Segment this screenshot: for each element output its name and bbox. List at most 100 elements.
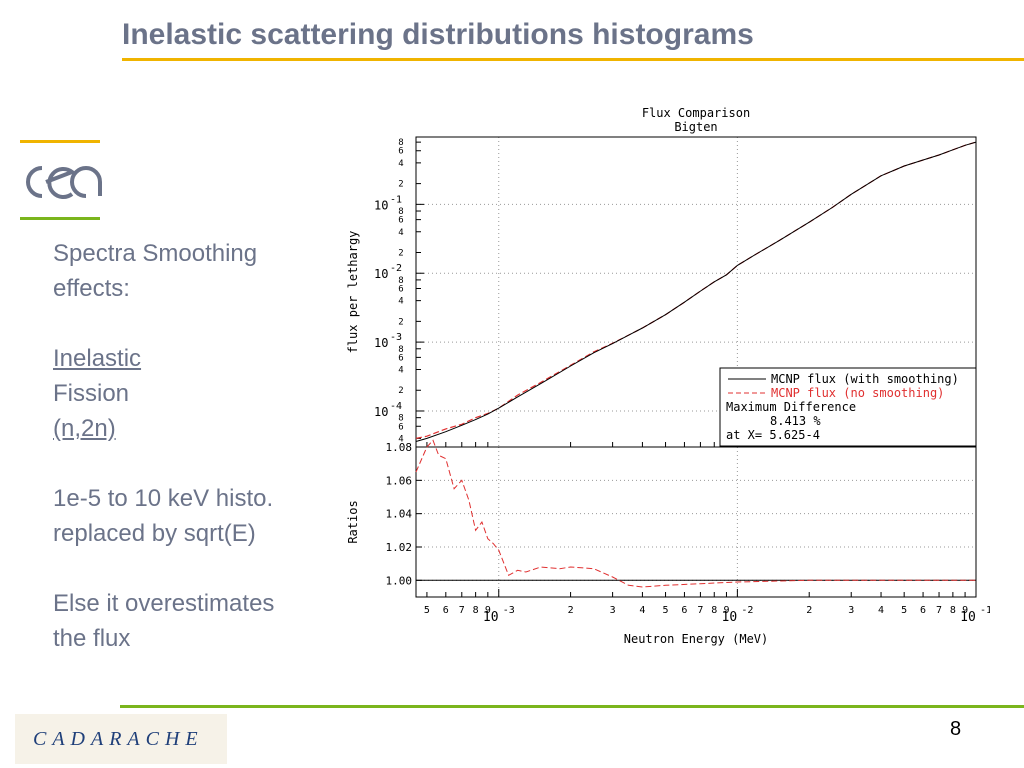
legend-note-title: Maximum Difference <box>726 400 856 414</box>
y-decade-label: 10 <box>374 405 388 419</box>
bullet-list: Spectra Smoothing effects: Inelastic Fis… <box>53 236 323 656</box>
y-minor-label: 4 <box>398 228 403 238</box>
x-tick-label: 3 <box>610 605 616 616</box>
bullet-text: Spectra Smoothing <box>53 240 258 267</box>
y-minor-label: 2 <box>398 386 403 396</box>
y-tick-label: 1.04 <box>386 508 413 521</box>
x-tick-label: 5 <box>424 605 430 616</box>
x-tick-label: 2 <box>806 605 812 616</box>
x-ticks: 5 6 7 8 9 2 3 4 5 6 7 8 9 2 3 4 5 6 7 8 910 -3 10 -2 10 -1 <box>424 442 990 625</box>
x-tick-label: 5 <box>901 605 907 616</box>
x-tick-label: 3 <box>848 605 854 616</box>
x-tick-label: 6 <box>443 605 449 616</box>
series-line-smooth <box>415 141 977 442</box>
x-tick-label: 9 <box>962 605 968 616</box>
bullet-link-n2n[interactable]: (n,2n) <box>53 415 116 442</box>
bottom-plot-frame <box>415 446 977 598</box>
bullet-link-inelastic[interactable]: Inelastic <box>53 345 142 372</box>
x-tick-label: 8 <box>950 605 956 616</box>
top-series <box>415 141 977 442</box>
x-decade-label: 10 <box>722 610 738 625</box>
bullet-text: Fission <box>53 380 130 407</box>
y-decade-exponent: -2 <box>390 263 402 274</box>
x-tick-label: 6 <box>920 605 926 616</box>
logo-bottom-bar <box>20 217 100 220</box>
x-tick-label: 8 <box>711 605 717 616</box>
y-decade-label: 10 <box>374 198 388 212</box>
y-minor-label: 8 <box>398 138 403 148</box>
top-plot-grid <box>416 137 977 447</box>
y-decade-exponent: -4 <box>390 401 402 412</box>
slide-title: Inelastic scattering distributions histo… <box>122 18 754 51</box>
legend-box <box>719 367 977 447</box>
cadarache-logo: CADARACHE <box>15 714 227 764</box>
cea-mark-icon <box>26 166 102 199</box>
y-decade-exponent: -3 <box>390 332 402 343</box>
x-tick-label: 5 <box>663 605 669 616</box>
top-y-axis-label: flux per lethargy <box>346 231 360 354</box>
y-minor-label: 2 <box>398 180 403 190</box>
y-minor-label: 6 <box>398 216 403 226</box>
y-minor-label: 4 <box>398 366 403 376</box>
bullet-text: effects: <box>53 275 130 302</box>
x-decade-exponent: -2 <box>741 605 753 616</box>
cea-logo <box>20 138 102 224</box>
y-minor-label: 8 <box>398 207 403 217</box>
flux-comparison-chart: Flux Comparison Bigten 10 -110 -210 -310 -48… <box>346 106 990 646</box>
legend: MCNP flux (with smoothing) MCNP flux (no… <box>719 367 977 447</box>
y-minor-label: 6 <box>398 147 403 157</box>
page-number: 8 <box>950 718 962 740</box>
bullet-text: Else it overestimates <box>53 590 275 617</box>
ratio-line-nosmooth <box>415 439 976 588</box>
x-decade-exponent: -1 <box>980 605 990 616</box>
y-minor-label: 4 <box>398 159 403 169</box>
x-tick-label: 6 <box>681 605 687 616</box>
legend-entry-smooth: MCNP flux (with smoothing) <box>771 372 959 386</box>
y-tick-label: 1.02 <box>386 541 413 554</box>
y-minor-label: 2 <box>398 248 403 258</box>
cadarache-logo-text: CADARACHE <box>33 728 204 750</box>
x-decade-label: 10 <box>483 610 499 625</box>
bottom-plot-grid <box>416 446 977 597</box>
x-decade-label: 10 <box>960 610 976 625</box>
chart-subtitle: Bigten <box>674 120 717 134</box>
y-decade-label: 10 <box>374 336 388 350</box>
y-decade-exponent: -1 <box>390 194 402 205</box>
y-minor-label: 8 <box>398 414 403 424</box>
footer-rule <box>120 705 1024 708</box>
x-decade-exponent: -3 <box>503 605 515 616</box>
y-decade-label: 10 <box>374 267 388 281</box>
x-tick-label: 7 <box>459 605 465 616</box>
title-underline <box>122 58 1024 61</box>
bullet-text: the flux <box>53 625 131 652</box>
x-tick-label: 4 <box>639 605 645 616</box>
chart-title: Flux Comparison <box>642 106 750 120</box>
y-minor-label: 8 <box>398 276 403 286</box>
logo-top-bar <box>20 140 100 143</box>
x-tick-label: 8 <box>473 605 479 616</box>
y-minor-label: 6 <box>398 285 403 295</box>
x-tick-label: 9 <box>723 605 729 616</box>
bottom-y-axis-label: Ratios <box>346 500 360 543</box>
legend-note-value: 8.413 % <box>770 414 821 428</box>
bottom-series <box>415 439 976 588</box>
x-tick-label: 4 <box>878 605 884 616</box>
x-tick-label: 7 <box>936 605 942 616</box>
y-minor-label: 4 <box>398 297 403 307</box>
x-tick-label: 9 <box>485 605 491 616</box>
x-tick-label: 2 <box>568 605 574 616</box>
y-minor-label: 8 <box>398 345 403 355</box>
bottom-y-ticks: 1.08 1.06 1.04 1.02 1.00 <box>386 441 422 587</box>
x-axis-label: Neutron Energy (MeV) <box>624 632 769 646</box>
y-minor-label: 2 <box>398 317 403 327</box>
y-minor-label: 6 <box>398 353 403 363</box>
x-tick-label: 7 <box>697 605 703 616</box>
legend-entry-nosmooth: MCNP flux (no smoothing) <box>771 386 944 400</box>
bullet-text: 1e-5 to 10 keV histo. <box>53 485 274 512</box>
y-minor-label: 4 <box>398 434 403 444</box>
legend-note-at: at X= 5.625-4 <box>726 428 820 442</box>
y-tick-label: 1.06 <box>386 474 413 487</box>
y-minor-label: 6 <box>398 422 403 432</box>
y-tick-label: 1.00 <box>386 574 413 587</box>
